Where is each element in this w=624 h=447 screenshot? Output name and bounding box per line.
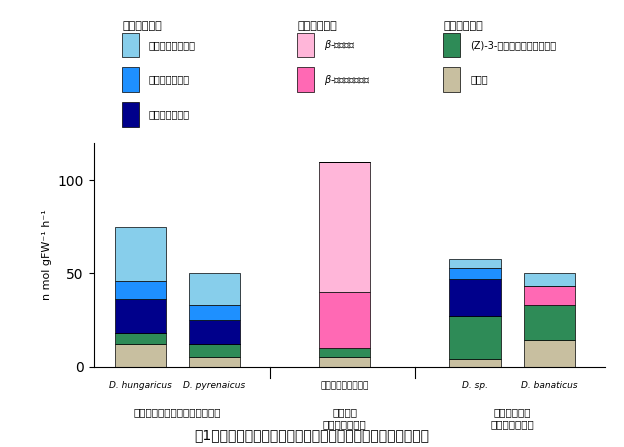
Bar [115,344,166,367]
Bar [189,305,240,320]
Bar [115,333,166,344]
Bar [319,357,371,367]
Bar [189,357,240,367]
FancyBboxPatch shape [443,67,461,92]
Text: 芳香族化合物: 芳香族化合物 [122,21,162,30]
FancyBboxPatch shape [297,67,314,92]
Bar [319,162,371,292]
Text: D. pyrenaicus: D. pyrenaicus [183,381,246,390]
Bar [449,316,500,359]
Text: 図1　ダイアンサス属野生種の１時間当たりの香気成分発散量: 図1 ダイアンサス属野生種の１時間当たりの香気成分発散量 [195,429,429,443]
Bar [319,292,371,348]
Text: D. banaticus: D. banaticus [521,381,578,390]
Text: 柑橘糸の
香りのグループ: 柑橘糸の 香りのグループ [323,408,367,429]
Bar [189,344,240,357]
Text: その他: その他 [470,75,488,84]
Bar [189,320,240,344]
FancyBboxPatch shape [443,33,461,57]
Bar [449,268,500,279]
FancyBboxPatch shape [122,102,139,127]
FancyBboxPatch shape [297,33,314,57]
Text: 湿布薬のような香りのグループ: 湿布薬のような香りのグループ [134,408,221,417]
Bar [524,341,575,367]
Bar [115,299,166,333]
Text: $\beta$-カリオフィレン: $\beta$-カリオフィレン [324,72,370,87]
Bar [524,305,575,341]
Bar [115,281,166,299]
Text: テルペノイド: テルペノイド [297,21,337,30]
Text: 青臭みを伴う
香りのグループ: 青臭みを伴う 香りのグループ [490,408,534,429]
Bar [449,359,500,367]
Text: 安息香酸メチル: 安息香酸メチル [149,110,190,119]
Bar [524,274,575,287]
Y-axis label: n mol gFW⁻¹ h⁻¹: n mol gFW⁻¹ h⁻¹ [42,209,52,300]
Bar [189,274,240,305]
Text: $\beta$-オシメン: $\beta$-オシメン [324,38,356,52]
Text: (Z)-3-ヘキセニルアセテート: (Z)-3-ヘキセニルアセテート [470,40,556,50]
Text: サリチル酸メチル: サリチル酸メチル [149,40,196,50]
Bar [524,287,575,305]
Bar [449,258,500,268]
Text: D. hungaricus: D. hungaricus [109,381,172,390]
Text: D. sp.: D. sp. [462,381,488,390]
Text: 脇肪酸誘導体: 脇肪酸誘導体 [443,21,483,30]
FancyBboxPatch shape [122,33,139,57]
Bar [319,348,371,357]
Bar [115,227,166,281]
Bar [449,279,500,316]
Text: イソイゲノール: イソイゲノール [149,75,190,84]
FancyBboxPatch shape [122,67,139,92]
Text: エゾカワラナデシコ: エゾカワラナデシコ [321,381,369,390]
